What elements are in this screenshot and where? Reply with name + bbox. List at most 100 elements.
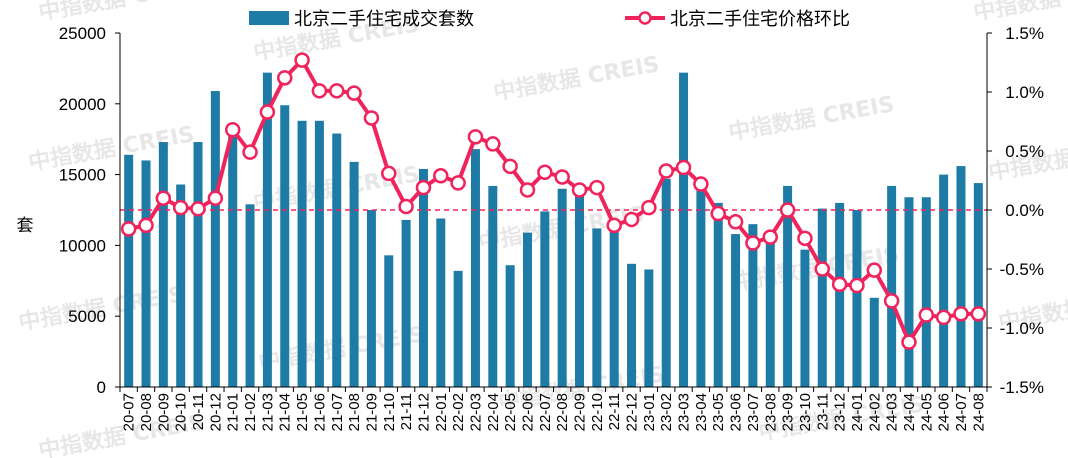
point-21-11 [398, 198, 414, 215]
x-tick-label: 22-02 [450, 393, 467, 431]
x-tick-label: 21-10 [381, 393, 398, 431]
y-left-tick-label: 25000 [59, 24, 106, 43]
bar-20-09 [158, 142, 168, 387]
bar-23-09 [783, 185, 793, 387]
point-22-08 [554, 169, 570, 185]
x-tick-label: 23-07 [745, 393, 762, 431]
watermark-text: 中指数据 CREIS [27, 121, 197, 176]
point-23-06 [727, 214, 744, 230]
bar-24-06 [939, 174, 949, 387]
bar-23-05 [713, 202, 723, 387]
x-tick-label: 22-07 [537, 393, 554, 431]
bar-21-10 [384, 255, 394, 387]
point-22-11 [606, 217, 622, 234]
bar-20-10 [176, 184, 186, 387]
y-right-tick-label: 1.0% [1005, 83, 1044, 102]
bar-23-03 [679, 72, 689, 387]
bar-21-01 [228, 133, 238, 387]
point-21-12 [415, 179, 432, 196]
x-tick-label: 21-05 [294, 393, 311, 431]
x-tick-label: 24-08 [970, 393, 987, 431]
y-right-tick-label: -1.5% [1000, 378, 1044, 397]
x-tick-label: 21-12 [415, 393, 432, 431]
watermark-text: 中指数据 CREIS [37, 0, 207, 26]
x-tick-label: 21-03 [259, 393, 276, 431]
bar-24-02 [869, 297, 879, 387]
y-left-tick-label: 15000 [59, 166, 106, 185]
bar-21-06 [314, 120, 324, 388]
y-right-tick-label: -0.5% [1000, 260, 1044, 279]
point-22-10 [589, 179, 605, 196]
bar-22-10 [592, 228, 602, 387]
x-tick-label: 22-06 [519, 393, 536, 431]
point-24-06 [935, 309, 952, 326]
bar-series-transactions [124, 72, 983, 388]
bar-22-04 [488, 185, 498, 387]
point-24-07 [953, 306, 969, 322]
point-23-01 [641, 199, 657, 216]
x-tick-label: 21-11 [398, 393, 415, 430]
x-tick-label: 22-12 [624, 393, 641, 431]
x-tick-label: 21-09 [363, 393, 380, 431]
bar-23-08 [765, 241, 775, 387]
point-23-12 [831, 276, 848, 293]
point-23-03 [675, 159, 692, 176]
bar-23-11 [817, 208, 827, 387]
point-23-08 [762, 229, 778, 245]
bar-23-01 [644, 269, 654, 387]
bar-22-08 [557, 188, 567, 387]
bar-23-12 [835, 202, 845, 387]
point-21-06 [311, 83, 328, 99]
bar-22-01 [436, 218, 446, 387]
point-24-04 [901, 334, 917, 350]
x-tick-label: 24-06 [936, 393, 953, 431]
x-tick-label: 21-08 [346, 393, 363, 431]
x-tick-label: 22-10 [589, 393, 606, 431]
y-left-tick-label: 0 [97, 378, 106, 397]
watermark-text: 中指数据 CREIS [492, 51, 662, 106]
point-24-05 [918, 307, 935, 323]
bar-21-05 [297, 120, 307, 388]
y-right-tick-label: 0.5% [1005, 142, 1044, 161]
x-tick-label: 20-11 [190, 393, 207, 430]
y-axis-left-label: 套 [17, 216, 34, 236]
x-tick-label: 23-12 [832, 393, 849, 431]
point-20-12 [207, 190, 224, 206]
bar-23-02 [661, 178, 671, 387]
bar-24-03 [887, 185, 897, 387]
point-22-03 [467, 129, 484, 145]
point-20-07 [120, 221, 137, 237]
point-21-10 [381, 165, 397, 182]
x-tick-label: 20-07 [121, 393, 138, 431]
point-21-02 [242, 144, 258, 160]
bar-21-07 [332, 133, 342, 387]
bar-23-04 [696, 181, 706, 387]
x-tick-label: 22-01 [433, 393, 450, 431]
point-20-11 [190, 201, 206, 217]
point-22-02 [450, 175, 466, 191]
point-20-08 [138, 217, 154, 234]
x-tick-label: 24-01 [849, 393, 866, 431]
watermark-text: 中指数据 CREIS [727, 91, 897, 146]
x-tick-label: 24-07 [953, 393, 970, 431]
point-24-01 [849, 277, 865, 294]
x-tick-label: 20-12 [207, 393, 224, 431]
x-tick-label: 23-06 [728, 393, 745, 431]
x-tick-label: 20-09 [155, 393, 172, 431]
point-20-09 [155, 190, 172, 206]
bar-21-12 [418, 168, 428, 387]
bar-24-05 [921, 197, 931, 387]
x-tick-label: 23-03 [676, 393, 693, 431]
point-21-07 [329, 83, 345, 99]
x-tick-label: 24-05 [918, 393, 935, 431]
bar-22-12 [627, 263, 637, 387]
legend-line-label: 北京二手住宅价格环比 [670, 9, 850, 30]
point-23-10 [797, 230, 813, 247]
point-22-09 [571, 182, 588, 198]
point-23-02 [658, 163, 674, 179]
point-21-05 [294, 52, 310, 68]
y-right-tick-label: -1.0% [1000, 319, 1044, 338]
bar-23-06 [731, 234, 741, 387]
point-22-12 [623, 211, 640, 228]
